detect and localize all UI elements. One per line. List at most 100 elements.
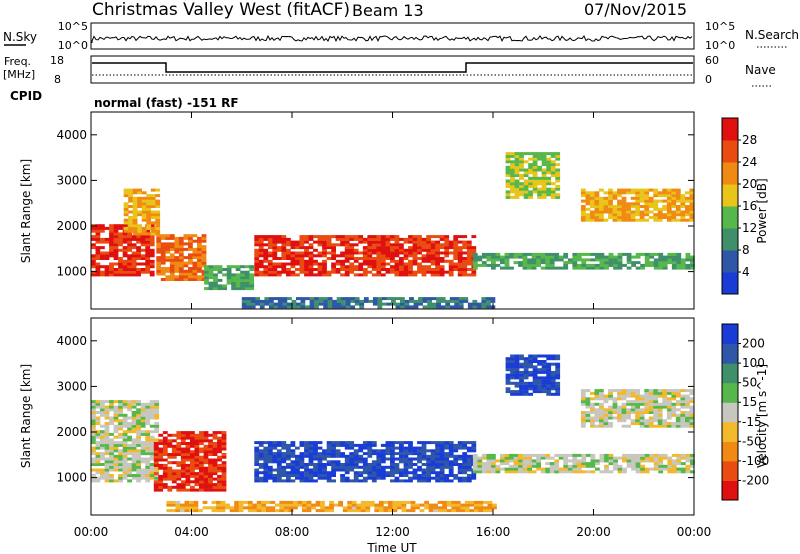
y-tick-label: 2000 <box>56 425 87 439</box>
power-echo-cell <box>426 265 431 269</box>
y-tick-label: 2000 <box>56 219 87 233</box>
velocity-echo-cell <box>203 477 209 481</box>
power-echo-cell <box>580 216 586 219</box>
velocity-echo-cell <box>353 443 359 447</box>
power-echo-cell <box>532 185 538 188</box>
power-echo-cell <box>109 229 114 233</box>
power-echo-cell <box>201 250 207 254</box>
velocity-echo-cell <box>185 483 191 487</box>
velocity-echo-cell <box>149 465 155 469</box>
power-echo-cell <box>631 261 636 265</box>
velocity-echo-cell <box>113 441 119 445</box>
velocity-echo-cell <box>284 503 289 507</box>
velocity-echo-cell <box>221 477 227 481</box>
power-echo-cell <box>267 262 273 266</box>
velocity-echo-cell <box>211 506 217 510</box>
velocity-echo-cell <box>657 391 663 395</box>
velocity-echo-cell <box>299 476 305 480</box>
velocity-echo-cell <box>208 488 213 492</box>
power-echo-cell <box>95 268 101 271</box>
power-echo-cell <box>580 188 586 192</box>
velocity-echo-cell <box>639 402 645 406</box>
power-echo-cell <box>178 275 184 279</box>
velocity-echo-cell <box>608 459 614 463</box>
power-echo-cell <box>667 261 673 265</box>
power-echo-cell <box>140 254 146 258</box>
velocity-echo-cell <box>254 454 260 458</box>
velocity-echo-cell <box>136 454 141 458</box>
power-echo-cell <box>286 248 291 252</box>
velocity-echo-cell <box>390 446 395 450</box>
velocity-echo-cell <box>399 449 404 453</box>
velocity-echo-cell <box>430 465 436 469</box>
power-echo-cell <box>462 265 468 269</box>
velocity-echo-cell <box>118 452 123 456</box>
power-echo-cell <box>340 237 345 241</box>
velocity-echo-cell <box>622 470 627 474</box>
velocity-echo-cell <box>91 435 96 439</box>
power-echo-cell <box>156 272 162 276</box>
velocity-echo-cell <box>322 471 327 475</box>
power-echo-cell <box>558 258 564 262</box>
power-echo-cell <box>505 171 511 175</box>
velocity-echo-cell <box>399 452 404 456</box>
velocity-echo-cell <box>185 466 191 470</box>
power-echo-cell <box>626 191 631 195</box>
velocity-echo-cell <box>166 503 172 507</box>
velocity-echo-cell <box>184 500 190 504</box>
velocity-echo-cell <box>430 452 436 456</box>
power-echo-cell <box>127 232 132 236</box>
power-echo-cell <box>390 254 395 258</box>
power-echo-cell <box>436 299 441 303</box>
velocity-echo-cell <box>572 453 578 457</box>
power-echo-cell <box>263 273 269 277</box>
power-echo-cell <box>630 202 636 206</box>
power-echo-cell <box>667 255 673 259</box>
power-echo-cell <box>313 254 318 258</box>
velocity-echo-cell <box>272 452 278 456</box>
velocity-echo-cell <box>365 509 371 513</box>
power-echo-cell <box>435 273 440 277</box>
freq-label: Freq. <box>4 55 31 68</box>
power-echo-cell <box>313 273 318 277</box>
power-echo-cell <box>585 202 591 206</box>
velocity-echo-cell <box>158 442 164 445</box>
power-echo-cell <box>567 258 573 262</box>
velocity-echo-cell <box>216 503 221 507</box>
power-echo-cell <box>362 248 368 252</box>
velocity-echo-cell <box>541 390 547 394</box>
velocity-echo-cell <box>281 468 287 472</box>
velocity-echo-cell <box>162 474 168 478</box>
power-echo-cell <box>155 218 161 222</box>
power-echo-cell <box>554 258 560 262</box>
velocity-echo-cell <box>208 474 213 478</box>
power-echo-cell <box>380 262 386 266</box>
velocity-echo-cell <box>263 454 269 458</box>
velocity-echo-cell <box>403 452 409 456</box>
velocity-echo-cell <box>153 444 159 448</box>
power-echo-cell <box>132 224 138 228</box>
power-echo-cell <box>272 235 278 239</box>
velocity-echo-cell <box>149 411 155 414</box>
power-echo-cell <box>304 270 309 274</box>
velocity-echo-cell <box>453 463 459 466</box>
power-echo-cell <box>213 276 218 280</box>
power-echo-cell <box>140 240 146 244</box>
power-echo-cell <box>603 196 609 200</box>
velocity-echo-cell <box>421 479 427 483</box>
velocity-echo-cell <box>358 446 364 450</box>
velocity-echo-cell <box>685 389 690 393</box>
velocity-echo-cell <box>599 453 605 457</box>
velocity-echo-cell <box>408 449 413 453</box>
velocity-echo-cell <box>113 463 119 466</box>
velocity-echo-cell <box>113 435 119 439</box>
power-echo-cell <box>412 251 418 255</box>
power-echo-cell <box>201 278 207 281</box>
power-echo-cell <box>612 216 618 219</box>
velocity-echo-cell <box>510 360 515 363</box>
power-echo-cell <box>322 251 327 255</box>
beam-label: Beam 13 <box>352 1 424 20</box>
velocity-echo-cell <box>194 453 200 456</box>
power-echo-cell <box>341 302 346 306</box>
